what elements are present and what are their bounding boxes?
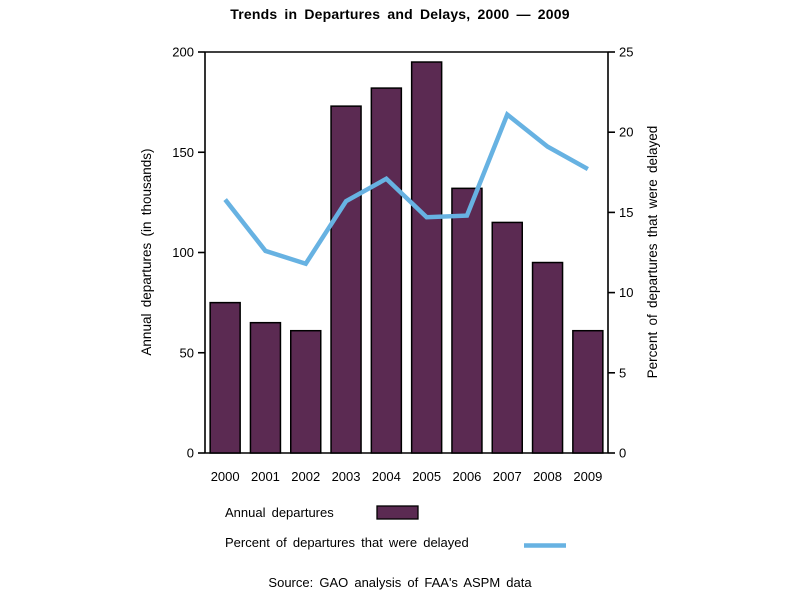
bar-2003 bbox=[330, 105, 362, 454]
right-axis-tick-label: 5 bbox=[619, 365, 626, 380]
chart-title: Trends in Departures and Delays, 2000 — … bbox=[230, 6, 570, 22]
bar-2009 bbox=[572, 329, 604, 454]
x-axis-tick-label: 2005 bbox=[412, 469, 441, 484]
x-axis-tick-label: 2006 bbox=[452, 469, 481, 484]
legend-label-delayed: Percent of departures that were delayed bbox=[225, 535, 469, 550]
legend-swatch-departures-bar bbox=[376, 505, 419, 520]
left-axis-tick-label: 100 bbox=[172, 245, 194, 260]
x-axis-tick-label: 2007 bbox=[493, 469, 522, 484]
left-axis-tick-label: 50 bbox=[180, 345, 194, 360]
right-axis-title: Percent of departures that were delayed bbox=[645, 126, 660, 379]
bar-2005 bbox=[410, 61, 443, 454]
x-axis-tick-label: 2001 bbox=[251, 469, 280, 484]
left-axis-tick-label: 150 bbox=[172, 145, 194, 160]
bar-series-group bbox=[209, 61, 604, 454]
axis-ticks-group: 0 50 100 150 200 0 5 10 15 20 25 bbox=[172, 45, 633, 461]
line-series-group bbox=[223, 110, 589, 267]
legend-label-departures: Annual departures bbox=[225, 505, 334, 520]
legend: Annual departures Percent of departures … bbox=[225, 505, 566, 550]
delayed-percent-line bbox=[223, 110, 589, 267]
bar-2007 bbox=[491, 221, 523, 454]
right-axis-tick-label: 25 bbox=[619, 45, 633, 60]
x-axis-tick-label: 2009 bbox=[573, 469, 602, 484]
bar-2008 bbox=[531, 261, 564, 454]
left-axis-tick-label: 200 bbox=[172, 45, 194, 60]
left-axis-tick-label: 0 bbox=[187, 446, 194, 461]
bar-2000 bbox=[209, 301, 241, 454]
bar-2001 bbox=[249, 321, 282, 454]
right-axis-tick-label: 20 bbox=[619, 125, 633, 140]
bar-2002 bbox=[290, 329, 322, 454]
left-axis-title: Annual departures (in thousands) bbox=[139, 148, 154, 355]
x-axis-tick-label: 2002 bbox=[291, 469, 320, 484]
right-axis-tick-label: 10 bbox=[619, 285, 633, 300]
x-axis-labels-group: 2000 2001 2002 2003 2004 2005 2006 2007 2008 2009 bbox=[211, 469, 603, 484]
x-axis-tick-label: 2004 bbox=[372, 469, 401, 484]
right-axis-tick-label: 0 bbox=[619, 446, 626, 461]
right-axis-tick-label: 15 bbox=[619, 205, 633, 220]
x-axis-tick-label: 2003 bbox=[332, 469, 361, 484]
x-axis-tick-label: 2000 bbox=[211, 469, 240, 484]
x-axis-tick-label: 2008 bbox=[533, 469, 562, 484]
source-note: Source: GAO analysis of FAA's ASPM data bbox=[268, 575, 532, 590]
bar-2006 bbox=[451, 187, 483, 454]
bar-2004 bbox=[370, 87, 403, 454]
